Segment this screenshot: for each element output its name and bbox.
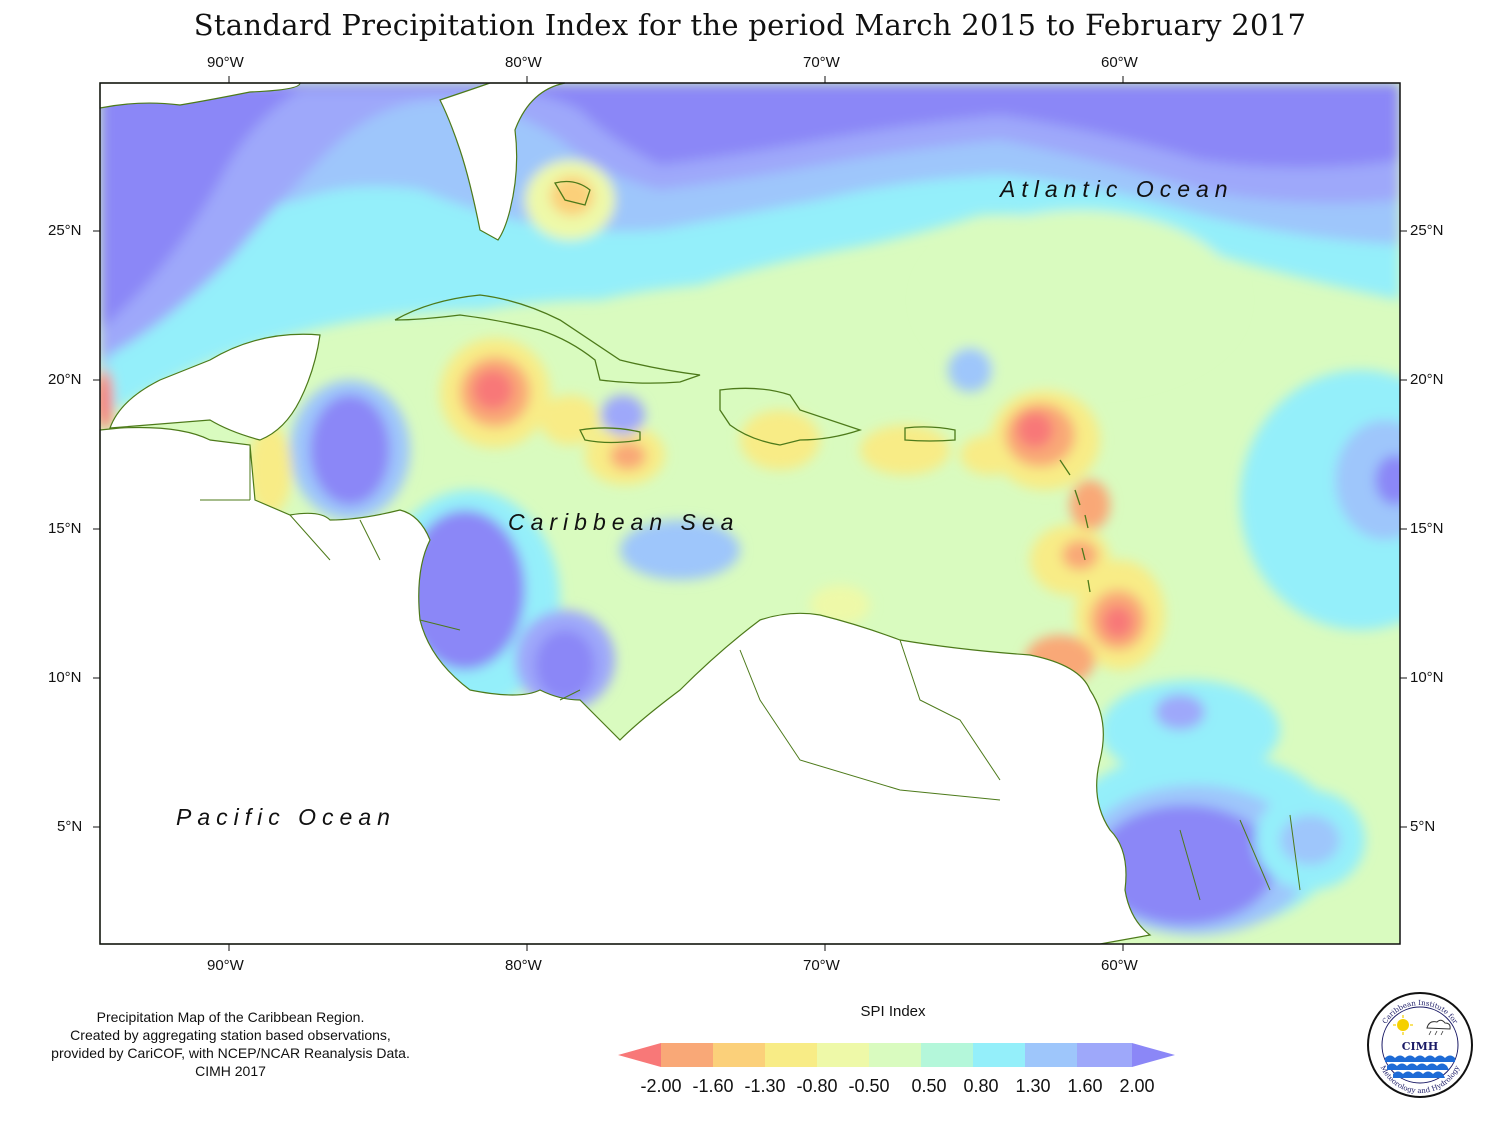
logo-name: CIMH	[1402, 1040, 1438, 1053]
lon-label-top-80w: 80°W	[505, 54, 542, 71]
legend-tick-label: 1.30	[1015, 1076, 1051, 1096]
legend-tick-label: -0.50	[848, 1076, 890, 1096]
legend-tick-label: -2.00	[640, 1076, 682, 1096]
credits-block: Precipitation Map of the Caribbean Regio…	[28, 1008, 433, 1080]
legend-swatch-8	[1025, 1043, 1077, 1067]
legend-tick-label: -0.80	[796, 1076, 838, 1096]
pacific-ocean-label: Pacific Ocean	[176, 804, 396, 830]
map-title: Standard Precipitation Index for the per…	[193, 8, 1307, 42]
lon-label-bottom-60w: 60°W	[1101, 957, 1138, 974]
lat-label-left-25n: 25°N	[48, 222, 82, 239]
credits-line-1: Precipitation Map of the Caribbean Regio…	[96, 1009, 365, 1025]
map-frame	[99, 82, 1401, 945]
legend-tick-label: -1.60	[692, 1076, 734, 1096]
lat-label-left-15n: 15°N	[48, 520, 82, 537]
country-borders	[200, 445, 1301, 901]
legend-tick-label: 1.60	[1067, 1076, 1103, 1096]
legend-tick-label: 0.50	[911, 1076, 947, 1096]
legend-swatch-10	[1132, 1043, 1175, 1067]
lat-label-right-25n: 25°N	[1410, 222, 1444, 239]
lon-label-bottom-80w: 80°W	[505, 957, 542, 974]
lat-label-right-10n: 10°N	[1410, 669, 1444, 686]
credits-line-3: provided by CariCOF, with NCEP/NCAR Rean…	[51, 1045, 410, 1061]
lon-label-bottom-90w: 90°W	[207, 957, 244, 974]
spi-legend-bar	[618, 1043, 1175, 1067]
legend-tick-label: 0.80	[963, 1076, 999, 1096]
lon-label-top-90w: 90°W	[207, 54, 244, 71]
legend-swatch-3	[765, 1043, 817, 1067]
legend-swatch-6	[921, 1043, 973, 1067]
lat-label-right-15n: 15°N	[1410, 520, 1444, 537]
legend-swatch-0	[618, 1043, 661, 1067]
land-mass	[99, 82, 1152, 945]
island-outlines	[394, 180, 1091, 593]
legend-swatch-4	[817, 1043, 869, 1067]
atlantic-ocean-label: Atlantic Ocean	[1000, 176, 1234, 202]
caribbean-sea-label: Caribbean Sea	[508, 509, 740, 535]
lat-label-left-20n: 20°N	[48, 371, 82, 388]
legend-swatch-2	[713, 1043, 765, 1067]
legend-title: SPI Index	[860, 1003, 926, 1020]
spi-field	[100, 83, 1400, 944]
legend-tick-label: 2.00	[1119, 1076, 1155, 1096]
legend-swatch-1	[661, 1043, 713, 1067]
lat-label-left-10n: 10°N	[48, 669, 82, 686]
lon-label-bottom-70w: 70°W	[803, 957, 840, 974]
lat-label-left-5n: 5°N	[57, 818, 83, 835]
tick-marks	[93, 76, 1407, 951]
cimh-logo-icon: Caribbean Institute for Meteorology and …	[1367, 992, 1473, 1098]
legend-swatch-9	[1077, 1043, 1132, 1067]
lat-label-right-20n: 20°N	[1410, 371, 1444, 388]
legend-swatch-7	[973, 1043, 1025, 1067]
lon-label-top-60w: 60°W	[1101, 54, 1138, 71]
lat-label-right-5n: 5°N	[1410, 818, 1436, 835]
credits-line-4: CIMH 2017	[195, 1063, 266, 1079]
legend-swatch-5	[869, 1043, 921, 1067]
legend-tick-label: -1.30	[744, 1076, 786, 1096]
lon-label-top-70w: 70°W	[803, 54, 840, 71]
credits-line-2: Created by aggregating station based obs…	[70, 1027, 391, 1043]
